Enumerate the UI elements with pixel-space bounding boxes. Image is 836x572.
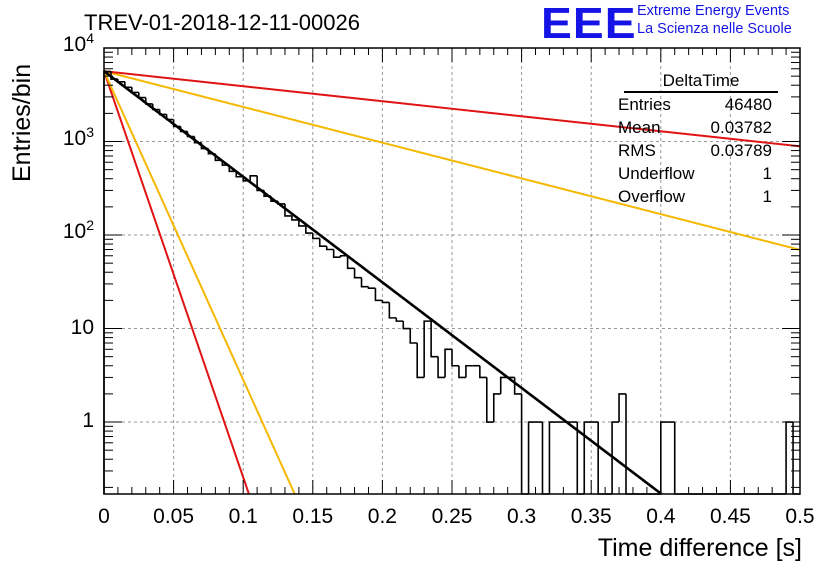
histogram-bin <box>388 302 397 319</box>
stats-row-underflow: Underflow 1 <box>614 162 778 185</box>
y-tick-label: 10 <box>70 315 94 339</box>
stats-title: DeltaTime <box>624 70 778 93</box>
stats-value: 46480 <box>724 95 772 114</box>
curve-orange-shallow <box>103 70 801 251</box>
stats-box: DeltaTime Entries 46480 Mean 0.03782 RMS… <box>614 70 778 208</box>
histogram-bin <box>416 343 425 379</box>
axis-ticks <box>103 47 801 494</box>
y-tick-label: 104 <box>62 30 94 56</box>
histogram-bin <box>785 421 794 494</box>
logo-line-2: La Scienza nelle Scuole <box>637 21 792 37</box>
histogram-bin <box>346 255 355 270</box>
histogram-bin <box>673 422 682 495</box>
fit-line <box>103 70 663 496</box>
histogram-bin <box>374 288 383 302</box>
histogram-bin <box>312 233 320 240</box>
histogram-bin <box>527 421 536 494</box>
grid-lines <box>104 48 800 494</box>
stats-label: Overflow <box>618 187 686 206</box>
histogram-bin <box>249 174 258 181</box>
histogram-bin <box>423 320 432 378</box>
histogram-bin <box>611 421 620 494</box>
y-tick-label: 1 <box>82 409 94 433</box>
histogram-bin <box>486 377 494 423</box>
histogram-bin <box>625 393 633 495</box>
y-tick-label: 103 <box>62 123 94 150</box>
stats-row-rms: RMS 0.03789 <box>614 139 778 162</box>
x-tick-label: 0.45 <box>709 505 751 528</box>
histogram-bin <box>499 376 508 394</box>
x-tick-label: 0.25 <box>431 505 473 528</box>
histogram-bin <box>479 365 487 379</box>
histogram-bin <box>332 249 341 258</box>
x-tick-label: 0.5 <box>785 505 815 528</box>
stats-label: Underflow <box>618 164 695 183</box>
histogram-bin <box>367 286 376 289</box>
histogram-bin <box>492 393 501 423</box>
y-tick-label: 102 <box>62 217 94 244</box>
histogram-bin <box>360 277 369 288</box>
histogram-bin <box>298 219 306 227</box>
stats-row-overflow: Overflow 1 <box>614 185 778 208</box>
histogram-bin <box>325 246 334 251</box>
stats-label: Mean <box>618 118 661 137</box>
x-tick-label: 0.15 <box>292 505 334 528</box>
x-axis-label: Time difference [s] <box>597 534 802 562</box>
histogram-bin <box>235 171 244 178</box>
curve-red-steep <box>103 70 250 495</box>
y-axis-label: Entries/bin <box>8 63 36 182</box>
stats-label: RMS <box>618 141 656 160</box>
histogram-bin <box>548 421 557 494</box>
stats-label: Entries <box>618 95 671 114</box>
eee-logo: EEE <box>541 0 637 48</box>
x-tick-label: 0.1 <box>228 505 258 528</box>
x-tick-label: 0.05 <box>153 505 195 528</box>
histogram-bin <box>395 317 404 322</box>
histogram-bin <box>437 356 446 379</box>
chart-title: TREV-01-2018-12-11-00026 <box>84 10 360 35</box>
histogram-bin <box>409 328 418 344</box>
x-tick-label: 0.35 <box>570 505 612 528</box>
logo-line-1: Extreme Energy Events <box>637 3 790 19</box>
histogram-bin <box>402 321 411 330</box>
histogram-bin <box>541 422 550 495</box>
stats-row-entries: Entries 46480 <box>614 93 778 116</box>
histogram-bin <box>430 321 439 358</box>
x-tick-label: 0.4 <box>646 505 676 528</box>
stats-row-mean: Mean 0.03782 <box>614 116 778 139</box>
histogram-bin <box>318 238 327 247</box>
histogram-bin <box>305 225 313 234</box>
histogram-bin <box>458 365 466 379</box>
curve-red-shallow <box>103 70 801 148</box>
stats-value: 0.03789 <box>710 141 772 160</box>
stats-value: 0.03782 <box>710 118 772 137</box>
histogram-bin <box>451 349 459 367</box>
histogram-bin <box>444 348 452 378</box>
histogram-bin <box>660 421 668 494</box>
x-tick-label: 0.3 <box>506 505 537 528</box>
reference-curves <box>103 70 801 495</box>
histogram-bin <box>381 300 390 304</box>
histogram-bin <box>792 422 800 495</box>
curve-orange-steep <box>103 70 296 495</box>
histogram-bin <box>618 393 626 423</box>
histogram-bin <box>291 215 299 221</box>
histogram-bin <box>583 421 592 494</box>
logo-text: Extreme Energy Events La Scienza nelle S… <box>637 2 792 38</box>
fit-curve <box>103 70 663 496</box>
histogram-bin <box>465 364 473 378</box>
stats-value: 1 <box>762 187 772 206</box>
histogram-bin <box>597 422 606 495</box>
x-tick-label: 0.2 <box>367 505 397 528</box>
stats-value: 1 <box>762 164 772 183</box>
histogram-bin <box>353 268 362 279</box>
histogram-bin <box>520 393 529 495</box>
x-tick-label: 0 <box>98 505 110 528</box>
